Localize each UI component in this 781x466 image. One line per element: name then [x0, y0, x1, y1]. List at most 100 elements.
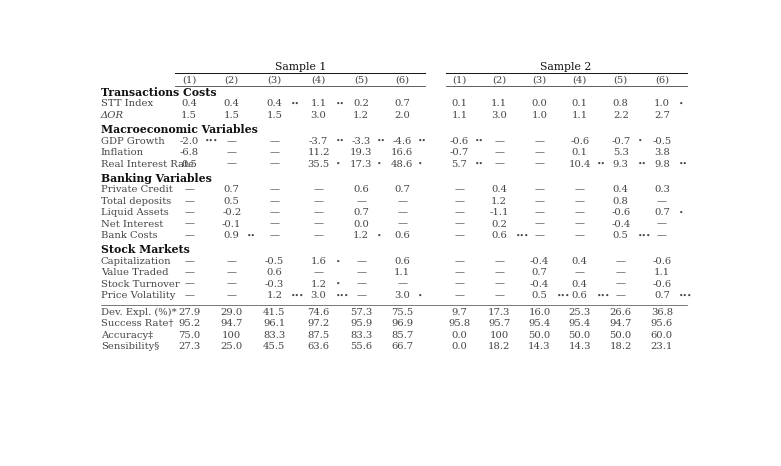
Text: —: —: [534, 208, 544, 217]
Text: —: —: [269, 219, 280, 229]
Text: —: —: [575, 197, 585, 206]
Text: •: •: [336, 160, 340, 168]
Text: 18.2: 18.2: [609, 342, 632, 351]
Text: Stock Turnover: Stock Turnover: [101, 280, 180, 288]
Text: —: —: [534, 197, 544, 206]
Text: (1): (1): [452, 75, 467, 85]
Text: •: •: [638, 137, 642, 145]
Text: Bank Costs: Bank Costs: [101, 231, 157, 240]
Text: -0.4: -0.4: [530, 257, 549, 266]
Text: 1.0: 1.0: [531, 111, 547, 120]
Text: —: —: [313, 219, 323, 229]
Text: 95.4: 95.4: [528, 319, 551, 328]
Text: 94.7: 94.7: [220, 319, 243, 328]
Text: (3): (3): [267, 75, 281, 85]
Text: (4): (4): [312, 75, 326, 85]
Text: 2.2: 2.2: [613, 111, 629, 120]
Text: —: —: [398, 197, 407, 206]
Text: —: —: [313, 185, 323, 194]
Text: 94.7: 94.7: [609, 319, 632, 328]
Text: —: —: [313, 231, 323, 240]
Text: 0.4: 0.4: [572, 280, 587, 288]
Text: (6): (6): [395, 75, 409, 85]
Text: 9.8: 9.8: [654, 159, 670, 169]
Text: —: —: [657, 231, 667, 240]
Text: 0.1: 0.1: [572, 100, 587, 109]
Text: —: —: [534, 159, 544, 169]
Text: —: —: [269, 148, 280, 157]
Text: 95.6: 95.6: [651, 319, 673, 328]
Text: 0.8: 0.8: [613, 197, 629, 206]
Text: —: —: [534, 137, 544, 146]
Text: 83.3: 83.3: [263, 330, 285, 340]
Text: Sample 1: Sample 1: [275, 62, 326, 73]
Text: •: •: [376, 232, 381, 240]
Text: -3.7: -3.7: [308, 137, 328, 146]
Text: 66.7: 66.7: [391, 342, 413, 351]
Text: —: —: [226, 268, 237, 277]
Text: 0.0: 0.0: [531, 100, 547, 109]
Text: 100: 100: [490, 330, 508, 340]
Text: 3.8: 3.8: [654, 148, 670, 157]
Text: 1.1: 1.1: [394, 268, 410, 277]
Text: -0.3: -0.3: [265, 280, 284, 288]
Text: 36.8: 36.8: [651, 308, 673, 317]
Text: —: —: [184, 197, 194, 206]
Text: 50.0: 50.0: [569, 330, 590, 340]
Text: —: —: [184, 208, 194, 217]
Text: —: —: [313, 208, 323, 217]
Text: Banking Variables: Banking Variables: [101, 173, 212, 184]
Text: (2): (2): [225, 75, 239, 85]
Text: —: —: [494, 268, 504, 277]
Text: —: —: [494, 291, 504, 300]
Text: 1.2: 1.2: [311, 280, 326, 288]
Text: 95.7: 95.7: [488, 319, 510, 328]
Text: •••: •••: [679, 292, 693, 300]
Text: —: —: [494, 280, 504, 288]
Text: 55.6: 55.6: [350, 342, 373, 351]
Text: 10.4: 10.4: [569, 159, 591, 169]
Text: —: —: [615, 257, 626, 266]
Text: —: —: [455, 185, 465, 194]
Text: 0.5: 0.5: [224, 197, 240, 206]
Text: (2): (2): [492, 75, 506, 85]
Text: —: —: [615, 268, 626, 277]
Text: 1.1: 1.1: [491, 100, 507, 109]
Text: 0.4: 0.4: [572, 257, 587, 266]
Text: Macroeconomic Variables: Macroeconomic Variables: [101, 124, 258, 135]
Text: —: —: [575, 231, 585, 240]
Text: 16.0: 16.0: [528, 308, 551, 317]
Text: Real Interest Rate: Real Interest Rate: [101, 159, 194, 169]
Text: —: —: [534, 148, 544, 157]
Text: 1.1: 1.1: [451, 111, 468, 120]
Text: 57.3: 57.3: [350, 308, 373, 317]
Text: —: —: [269, 137, 280, 146]
Text: Liquid Assets: Liquid Assets: [101, 208, 169, 217]
Text: -0.6: -0.6: [652, 280, 672, 288]
Text: —: —: [269, 159, 280, 169]
Text: —: —: [269, 208, 280, 217]
Text: 60.0: 60.0: [651, 330, 673, 340]
Text: 1.2: 1.2: [353, 111, 369, 120]
Text: 14.3: 14.3: [569, 342, 591, 351]
Text: Price Volatility: Price Volatility: [101, 291, 175, 300]
Text: —: —: [494, 159, 504, 169]
Text: •: •: [336, 257, 340, 265]
Text: 26.6: 26.6: [610, 308, 632, 317]
Text: 0.7: 0.7: [531, 268, 547, 277]
Text: 83.3: 83.3: [350, 330, 373, 340]
Text: -0.7: -0.7: [611, 137, 630, 146]
Text: 25.0: 25.0: [220, 342, 243, 351]
Text: 87.5: 87.5: [308, 330, 330, 340]
Text: 1.0: 1.0: [654, 100, 670, 109]
Text: Inflation: Inflation: [101, 148, 144, 157]
Text: 9.7: 9.7: [451, 308, 468, 317]
Text: -1.1: -1.1: [490, 208, 509, 217]
Text: 18.2: 18.2: [488, 342, 510, 351]
Text: Value Traded: Value Traded: [101, 268, 168, 277]
Text: 0.7: 0.7: [654, 208, 670, 217]
Text: -0.7: -0.7: [450, 148, 469, 157]
Text: 2.7: 2.7: [654, 111, 670, 120]
Text: —: —: [455, 291, 465, 300]
Text: (6): (6): [654, 75, 669, 85]
